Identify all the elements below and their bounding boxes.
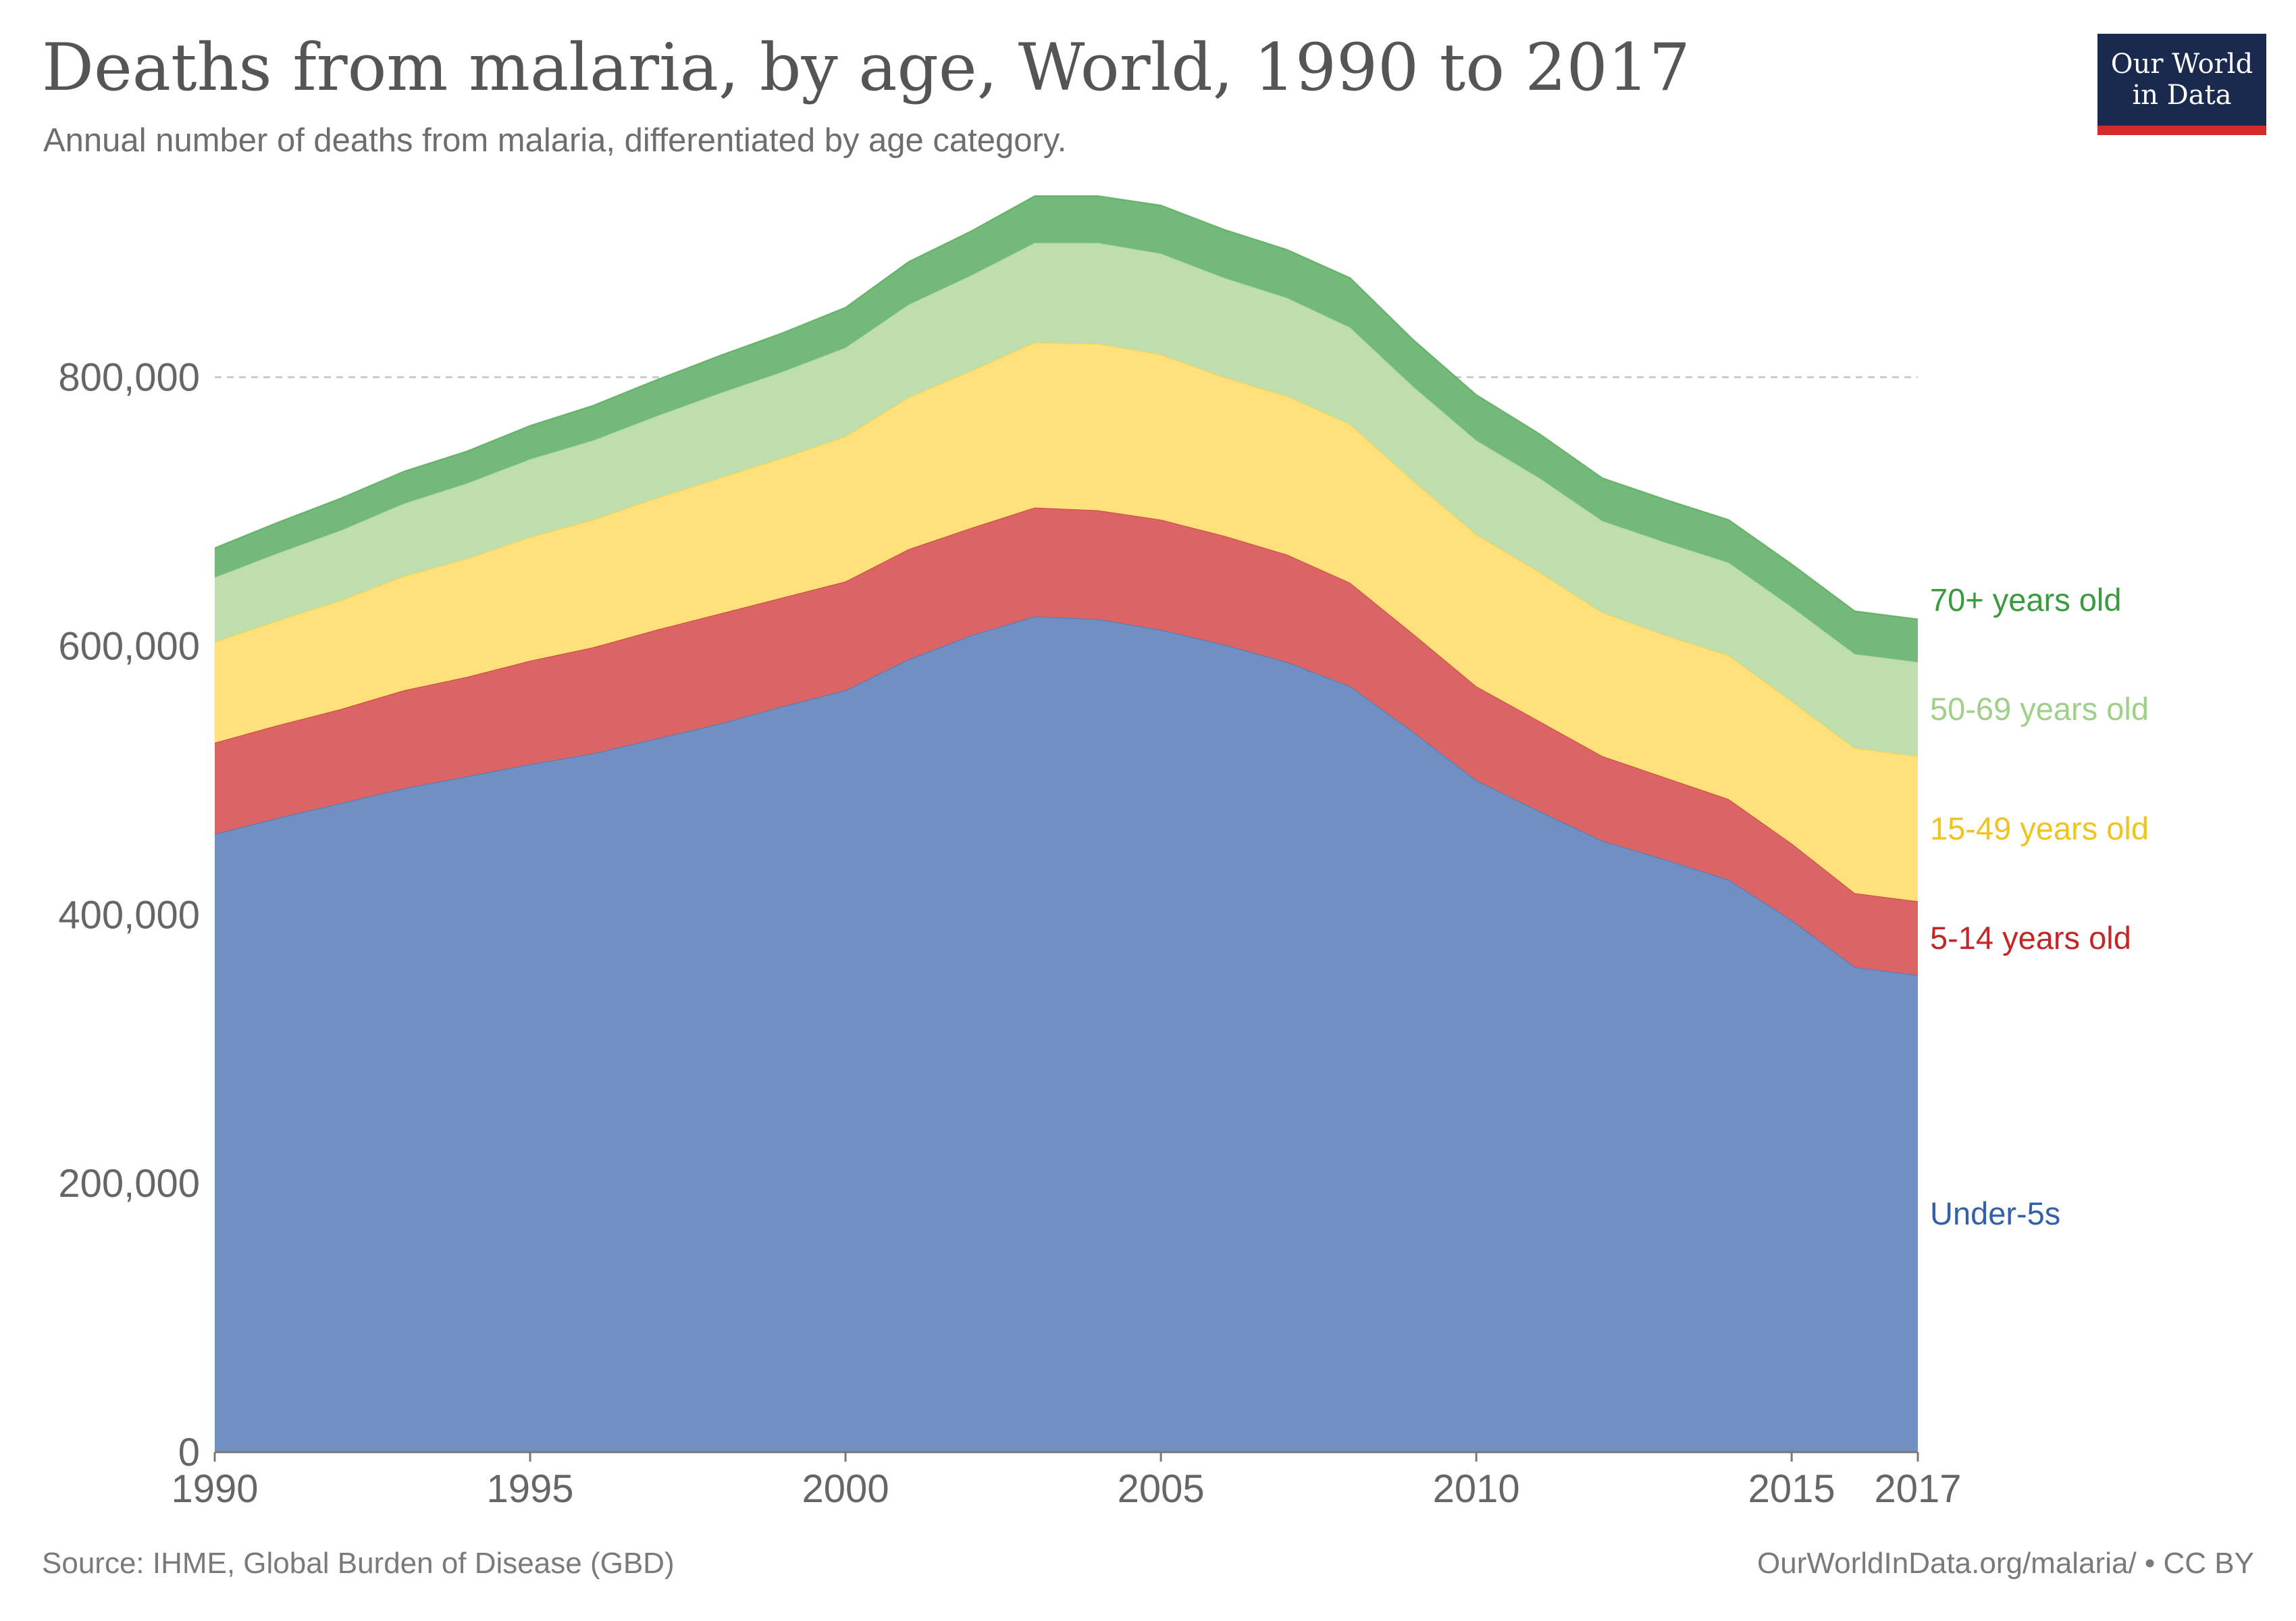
x-tick-label: 2000 bbox=[802, 1467, 889, 1511]
area-5-14-years-old[interactable] bbox=[215, 507, 1918, 975]
credit-link[interactable]: OurWorldInData.org/malaria/ • CC BY bbox=[1757, 1547, 2254, 1580]
x-tick-label: 2017 bbox=[1874, 1467, 1961, 1511]
series-labels: Under-5s 5-14 years old 15-49 years old 50-… bbox=[1930, 582, 2149, 1231]
x-tick-label: 1990 bbox=[171, 1467, 258, 1511]
x-tick-label: 2015 bbox=[1748, 1467, 1835, 1511]
y-tick-label: 400,000 bbox=[58, 893, 200, 937]
x-tick-label: 2005 bbox=[1118, 1467, 1205, 1511]
logo-line-2: in Data bbox=[2132, 80, 2232, 111]
area-50-69-years-old[interactable] bbox=[215, 242, 1918, 756]
y-tick-label: 600,000 bbox=[58, 624, 200, 668]
source-note: Source: IHME, Global Burden of Disease (… bbox=[42, 1547, 675, 1580]
x-tick-label: 1995 bbox=[487, 1467, 574, 1511]
logo-line-1: Our World bbox=[2110, 49, 2253, 80]
area-70-years-old[interactable] bbox=[215, 195, 1918, 663]
area-edge bbox=[214, 195, 1919, 620]
series-label: 70+ years old bbox=[1930, 582, 2122, 618]
series-label: 15-49 years old bbox=[1930, 810, 2149, 846]
y-tick-label: 200,000 bbox=[58, 1162, 200, 1206]
area-series bbox=[214, 195, 1919, 1453]
series-label: 50-69 years old bbox=[1930, 691, 2149, 727]
axes: 0 200,000 400,000 600,000 800,000 1990 1995 200… bbox=[58, 356, 1961, 1511]
area-under-5s[interactable] bbox=[215, 616, 1918, 1453]
series-label: 5-14 years old bbox=[1930, 920, 2131, 956]
chart-subtitle: Annual number of deaths from malaria, di… bbox=[43, 122, 1067, 159]
area-15-49-years-old[interactable] bbox=[215, 342, 1918, 902]
series-label: Under-5s bbox=[1930, 1195, 2060, 1231]
chart-title: Deaths from malaria, by age, World, 1990… bbox=[42, 30, 1690, 105]
x-tick-label: 2010 bbox=[1433, 1467, 1520, 1511]
y-tick-label: 800,000 bbox=[58, 356, 200, 400]
owid-logo[interactable]: Our World in Data bbox=[2097, 34, 2266, 135]
y-tick-label: 0 bbox=[178, 1431, 200, 1474]
